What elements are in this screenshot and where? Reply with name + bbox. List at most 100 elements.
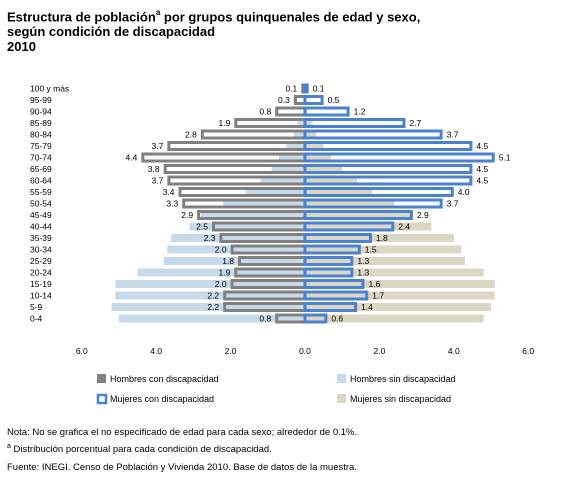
- bar-hombres-sin: [200, 211, 305, 219]
- bar-mujeres-con: [303, 221, 395, 232]
- age-label: 85-89: [30, 118, 52, 128]
- bar-mujeres-con: [303, 129, 443, 140]
- data-label-hombres: 0.8: [259, 107, 271, 117]
- age-label: 70-74: [30, 153, 52, 163]
- x-tick-label: 0.0: [299, 346, 311, 356]
- title-line-2: según condición de discapacidad: [7, 24, 216, 40]
- data-label-hombres: 2.2: [207, 302, 219, 312]
- title-line-1: Estructura de poblacióna por grupos quin…: [7, 8, 421, 25]
- legend-swatch: [337, 394, 346, 403]
- age-label: 35-39: [30, 233, 52, 243]
- bar-mujeres-sin: [305, 188, 372, 196]
- bar-mujeres-con: [303, 256, 354, 266]
- footnote-note: Nota: No se grafica el no especificado d…: [7, 427, 358, 438]
- bar-mujeres-sin: [305, 142, 324, 150]
- bar-mujeres-sin: [305, 280, 495, 288]
- bar-mujeres-con: [303, 302, 358, 312]
- age-label: 55-59: [30, 187, 52, 197]
- bar-mujeres-sin: [305, 222, 432, 231]
- bar-hombres-sin: [163, 257, 305, 265]
- x-tick-label: 2.0: [225, 346, 237, 356]
- legend-swatch: [96, 393, 108, 405]
- data-label-hombres: 3.4: [163, 187, 175, 197]
- data-label-mujeres: 1.7: [372, 291, 384, 301]
- x-tick-label: 6.0: [522, 346, 534, 356]
- data-label-mujeres: 5.1: [499, 153, 511, 163]
- bar-mujeres-sin: [305, 119, 313, 127]
- data-label-mujeres: 1.6: [369, 279, 381, 289]
- bar-mujeres-sin: [305, 314, 484, 323]
- age-label: 5-9: [30, 302, 43, 312]
- bar-mujeres-con: [303, 198, 443, 209]
- data-label-mujeres: 1.4: [361, 302, 373, 312]
- data-label-hombres: 3.7: [152, 176, 164, 186]
- data-label-mujeres: 1.8: [376, 233, 388, 243]
- data-label-hombres: 0.3: [278, 95, 290, 105]
- bar-mujeres-sin: [305, 245, 462, 254]
- data-label-hombres: 1.9: [218, 118, 230, 128]
- bar-hombres-con: [167, 141, 307, 151]
- bar-mujeres-sin: [305, 199, 395, 208]
- bar-mujeres-sin: [305, 153, 332, 162]
- bar-hombres-sin: [223, 199, 305, 208]
- bar-mujeres-con: [303, 233, 372, 243]
- bar-hombres-sin: [137, 268, 305, 277]
- bar-hombres-sin: [189, 222, 305, 231]
- data-label-hombres: 1.9: [218, 268, 230, 278]
- age-label: 20-24: [30, 268, 52, 278]
- data-label-mujeres: 2.7: [409, 118, 421, 128]
- data-label-mujeres: 4.5: [476, 176, 488, 186]
- data-label-hombres: 3.3: [166, 199, 178, 209]
- age-label: 0-4: [30, 314, 43, 324]
- bar-hombres-sin: [271, 165, 305, 173]
- age-label: 10-14: [30, 291, 52, 301]
- data-label-mujeres: 1.3: [357, 256, 369, 266]
- bar-mujeres-sin: [305, 165, 343, 173]
- bar-mujeres-con: [303, 95, 324, 105]
- bar-hombres-sin: [278, 153, 305, 162]
- bar-hombres-sin: [293, 130, 305, 139]
- population-pyramid-chart: 100 y más 0.1 0.1 95-99 0.3 0.5 90-94 0.8 1.2 85-…: [30, 83, 534, 405]
- age-label: 45-49: [30, 210, 52, 220]
- bar-hombres-sin: [297, 119, 305, 127]
- data-label-hombres: 4.4: [125, 153, 137, 163]
- data-label-hombres: 0.8: [259, 314, 271, 324]
- bar-mujeres-con: [303, 290, 369, 301]
- x-tick-label: 4.0: [150, 346, 162, 356]
- x-tick-label: 2.0: [373, 346, 385, 356]
- data-label-hombres: 3.8: [148, 164, 160, 174]
- footnote-a: a Distribución porcentual para cada cond…: [7, 443, 272, 456]
- bar-hombres-sin: [286, 142, 305, 150]
- bar-mujeres-con: [303, 313, 328, 324]
- data-label-mujeres: 4.5: [476, 164, 488, 174]
- bar-mujeres-sin: [305, 234, 454, 242]
- bar-hombres-sin: [260, 176, 305, 185]
- bar-mujeres-sin: [305, 291, 495, 300]
- legend-swatch: [337, 374, 346, 383]
- bar-mujeres-sin: [305, 257, 465, 265]
- bar-mujeres-con: [303, 152, 495, 163]
- data-label-hombres: 2.0: [215, 245, 227, 255]
- data-label-mujeres: 0.1: [313, 84, 325, 94]
- data-label-hombres: 2.8: [185, 130, 197, 140]
- age-label: 95-99: [30, 95, 52, 105]
- bar-hombres-sin: [167, 245, 305, 254]
- bar-mujeres-con: [303, 141, 473, 151]
- legend-swatch: [97, 374, 106, 383]
- age-label: 65-69: [30, 164, 52, 174]
- legend-label: Hombres con discapacidad: [110, 374, 219, 384]
- bar-mujeres-con: [303, 164, 473, 174]
- x-tick-label: 4.0: [448, 346, 460, 356]
- data-label-hombres: 3.7: [152, 141, 164, 151]
- bar-hombres-sin: [115, 280, 305, 288]
- legend-label: Mujeres sin discapacidad: [350, 394, 451, 404]
- x-tick-label: 6.0: [76, 346, 88, 356]
- age-label: 30-34: [30, 245, 52, 255]
- title-year: 2010: [7, 39, 36, 55]
- bar-hombres-con: [234, 118, 307, 128]
- bar-mujeres-con: [303, 279, 365, 289]
- data-label-mujeres: 4.5: [476, 141, 488, 151]
- bar-mujeres-con: [303, 175, 473, 186]
- data-label-hombres: 2.9: [181, 210, 193, 220]
- bar-mujeres-sin: [305, 268, 484, 277]
